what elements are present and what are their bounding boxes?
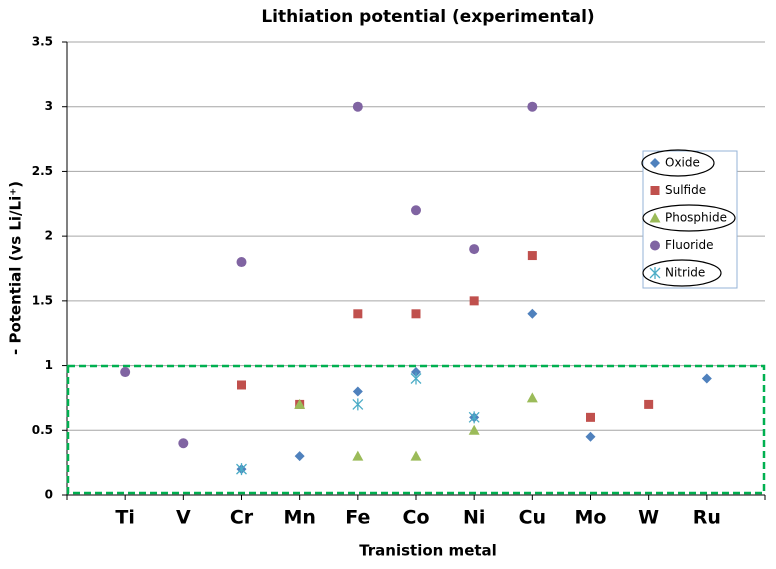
y-tick-label: 0.5 (32, 423, 53, 437)
marker-square (527, 251, 537, 261)
y-tick-label: 1 (45, 358, 53, 372)
x-tick-label: Co (403, 507, 430, 529)
y-tick-label: 3.5 (32, 35, 53, 49)
y-tick-label: 2.5 (32, 164, 53, 178)
legend-label: Sulfide (665, 183, 706, 197)
marker-square (644, 399, 654, 409)
marker-circle (469, 244, 480, 255)
legend-highlight (642, 204, 736, 232)
marker-circle (178, 438, 189, 449)
y-tick-label: 0 (45, 488, 53, 502)
x-tick-label: Mn (283, 507, 315, 529)
marker-triangle (526, 392, 538, 403)
marker-circle (650, 240, 660, 251)
marker-square (650, 186, 660, 195)
marker-star (468, 411, 480, 424)
marker-diamond (411, 367, 421, 378)
marker-circle (527, 101, 538, 112)
x-tick-label: Fe (345, 507, 370, 529)
marker-square (353, 309, 363, 319)
legend-label: Fluoride (665, 238, 713, 252)
marker-diamond (352, 386, 363, 397)
x-tick-label: W (638, 507, 659, 529)
x-tick-label: Ni (463, 507, 485, 529)
marker-square (411, 309, 421, 319)
marker-diamond (650, 158, 660, 168)
legend-label: Phosphide (665, 211, 727, 225)
marker-square (586, 412, 595, 422)
marker-circle (352, 101, 363, 112)
marker-diamond (585, 431, 596, 442)
marker-circle (120, 367, 131, 378)
marker-diamond (701, 373, 712, 384)
legend-highlight (641, 149, 715, 177)
marker-triangle (410, 450, 422, 461)
marker-star (410, 372, 422, 385)
x-tick-label: Cr (230, 507, 254, 529)
y-tick-label: 1.5 (32, 293, 53, 307)
y-tick-label: 3 (45, 99, 53, 113)
y-tick-label: 2 (45, 229, 53, 243)
chart-title: Lithiation potential (experimental) (261, 7, 594, 27)
y-axis-title: - Potential (vs Li/Li⁺) (7, 181, 25, 355)
marker-diamond (527, 308, 538, 319)
x-tick-label: Ru (693, 507, 721, 529)
marker-circle (236, 257, 247, 268)
x-tick-label: Ti (115, 507, 134, 529)
marker-triangle (468, 424, 480, 435)
marker-square (469, 296, 479, 306)
marker-triangle (352, 450, 364, 461)
x-axis-title: Tranistion metal (359, 542, 497, 560)
marker-diamond (294, 451, 305, 462)
marker-triangle (649, 212, 661, 223)
highlight-box (66, 364, 766, 495)
marker-star (236, 463, 247, 476)
marker-triangle (294, 398, 306, 409)
x-tick-label: Cu (519, 507, 546, 529)
legend-label: Nitride (665, 266, 705, 280)
marker-circle (411, 205, 421, 216)
x-tick-label: V (176, 507, 191, 529)
legend-label: Oxide (665, 156, 700, 170)
marker-square (237, 380, 246, 390)
marker-star (352, 398, 364, 411)
legend-highlight (642, 259, 722, 287)
x-tick-label: Mo (575, 507, 607, 529)
marker-star (649, 267, 661, 279)
